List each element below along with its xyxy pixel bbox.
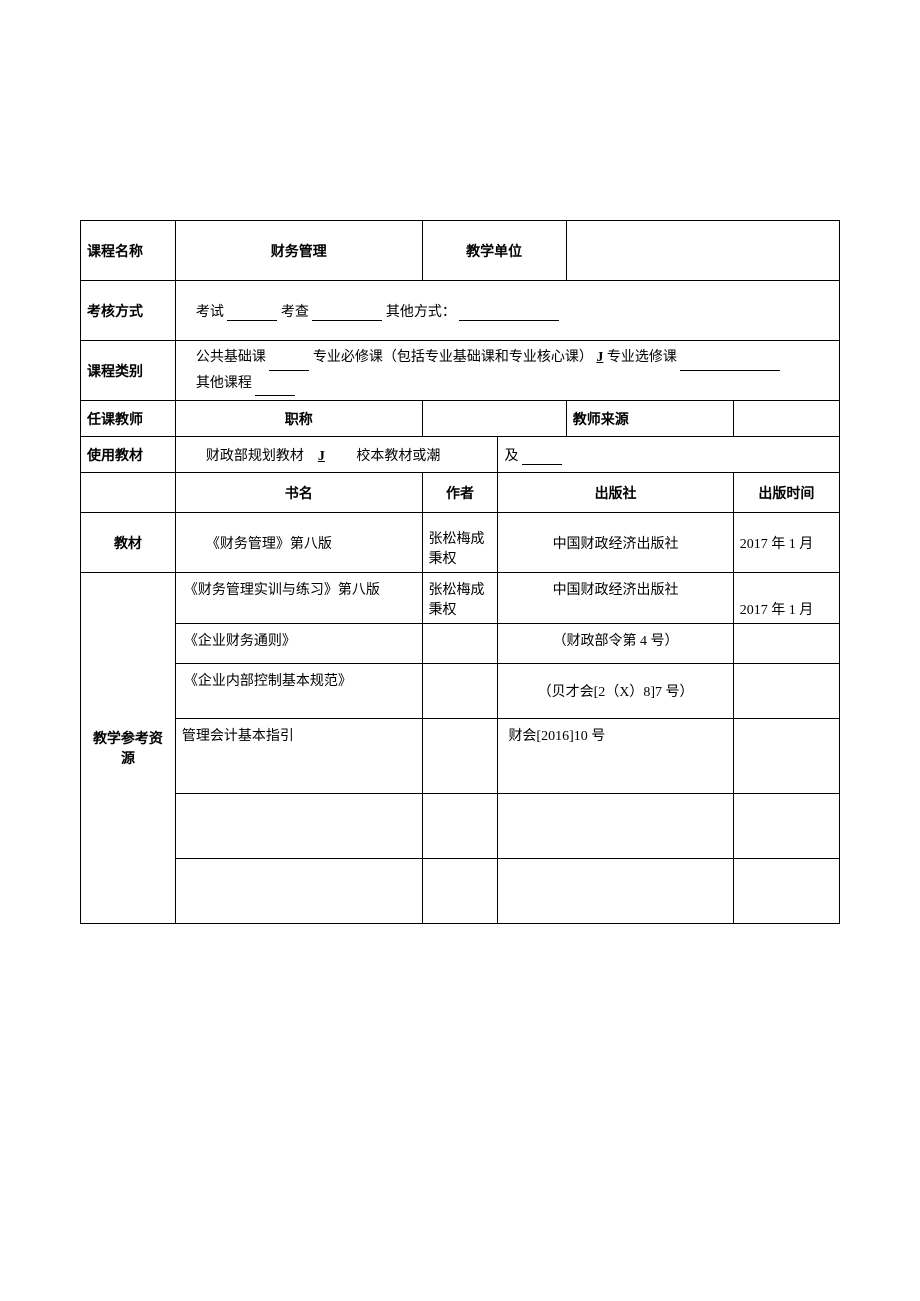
col-publisher-header: 出版社 — [498, 473, 733, 513]
textbook-row-label: 教材 — [81, 513, 176, 573]
textbook-publisher: 中国财政经济出版社 — [498, 513, 733, 573]
ref2-date — [733, 624, 839, 664]
ref3-author — [422, 664, 498, 719]
col-author-header: 作者 — [422, 473, 498, 513]
ref6-publisher — [498, 859, 733, 924]
exam-method-label: 考核方式 — [81, 281, 176, 341]
course-name-value: 财务管理 — [175, 221, 422, 281]
teacher-label: 任课教师 — [81, 401, 176, 437]
course-category-label: 课程类别 — [81, 341, 176, 401]
ref4-publisher: 财会[2016]10 号 — [498, 719, 733, 794]
teaching-unit-value — [566, 221, 839, 281]
textbook-name: 《财务管理》第八版 — [175, 513, 422, 573]
teaching-unit-label: 教学单位 — [422, 221, 566, 281]
ref4-name: 管理会计基本指引 — [175, 719, 422, 794]
course-info-table: 课程名称 财务管理 教学单位 考核方式 考试 考查 其他方式： 课程类别 公共基… — [80, 220, 840, 924]
title-value — [422, 401, 566, 437]
ref2-name: 《企业财务通则》 — [175, 624, 422, 664]
ref6-author — [422, 859, 498, 924]
ref6-name — [175, 859, 422, 924]
ref1-date: 2017 年 1 月 — [733, 573, 839, 624]
ref3-publisher: （贝才会[2（X）8]7 号） — [498, 664, 733, 719]
ref5-name — [175, 794, 422, 859]
ref2-author — [422, 624, 498, 664]
ref1-author: 张松梅成秉权 — [422, 573, 498, 624]
textbook-use-label: 使用教材 — [81, 437, 176, 473]
ref3-name: 《企业内部控制基本规范》 — [175, 664, 422, 719]
textbook-date: 2017 年 1 月 — [733, 513, 839, 573]
teacher-source-value — [733, 401, 839, 437]
ref5-publisher — [498, 794, 733, 859]
ref-label: 教学参考资源 — [81, 573, 176, 924]
ref6-date — [733, 859, 839, 924]
textbook-use-value2: 及 — [498, 437, 840, 473]
teacher-source-label: 教师来源 — [566, 401, 733, 437]
ref3-date — [733, 664, 839, 719]
ref1-name: 《财务管理实训与练习》第八版 — [175, 573, 422, 624]
course-category-value: 公共基础课 专业必修课（包括专业基础课和专业核心课） J 专业选修课 其他课程 — [175, 341, 839, 401]
course-name-label: 课程名称 — [81, 221, 176, 281]
col-bookname-header: 书名 — [175, 473, 422, 513]
exam-method-value: 考试 考查 其他方式： — [175, 281, 839, 341]
textbook-use-value1: 财政部规划教材 J 校本教材或潮 — [175, 437, 498, 473]
ref1-publisher: 中国财政经济出版社 — [498, 573, 733, 624]
col-blank-header — [81, 473, 176, 513]
ref2-publisher: （财政部令第 4 号） — [498, 624, 733, 664]
textbook-author: 张松梅成秉权 — [422, 513, 498, 573]
col-pubdate-header: 出版时间 — [733, 473, 839, 513]
ref5-author — [422, 794, 498, 859]
ref4-date — [733, 719, 839, 794]
ref4-author — [422, 719, 498, 794]
title-label: 职称 — [175, 401, 422, 437]
ref5-date — [733, 794, 839, 859]
